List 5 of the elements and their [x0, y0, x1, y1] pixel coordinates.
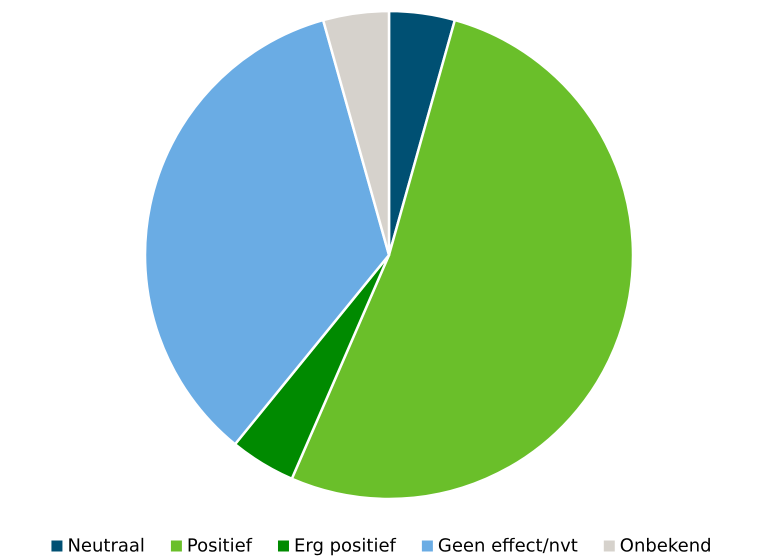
legend-label: Neutraal — [67, 536, 145, 556]
legend-label: Positief — [186, 536, 253, 556]
legend-label: Geen effect/nvt — [438, 536, 578, 556]
legend-label: Erg positief — [294, 536, 397, 556]
legend-label: Onbekend — [620, 536, 712, 556]
